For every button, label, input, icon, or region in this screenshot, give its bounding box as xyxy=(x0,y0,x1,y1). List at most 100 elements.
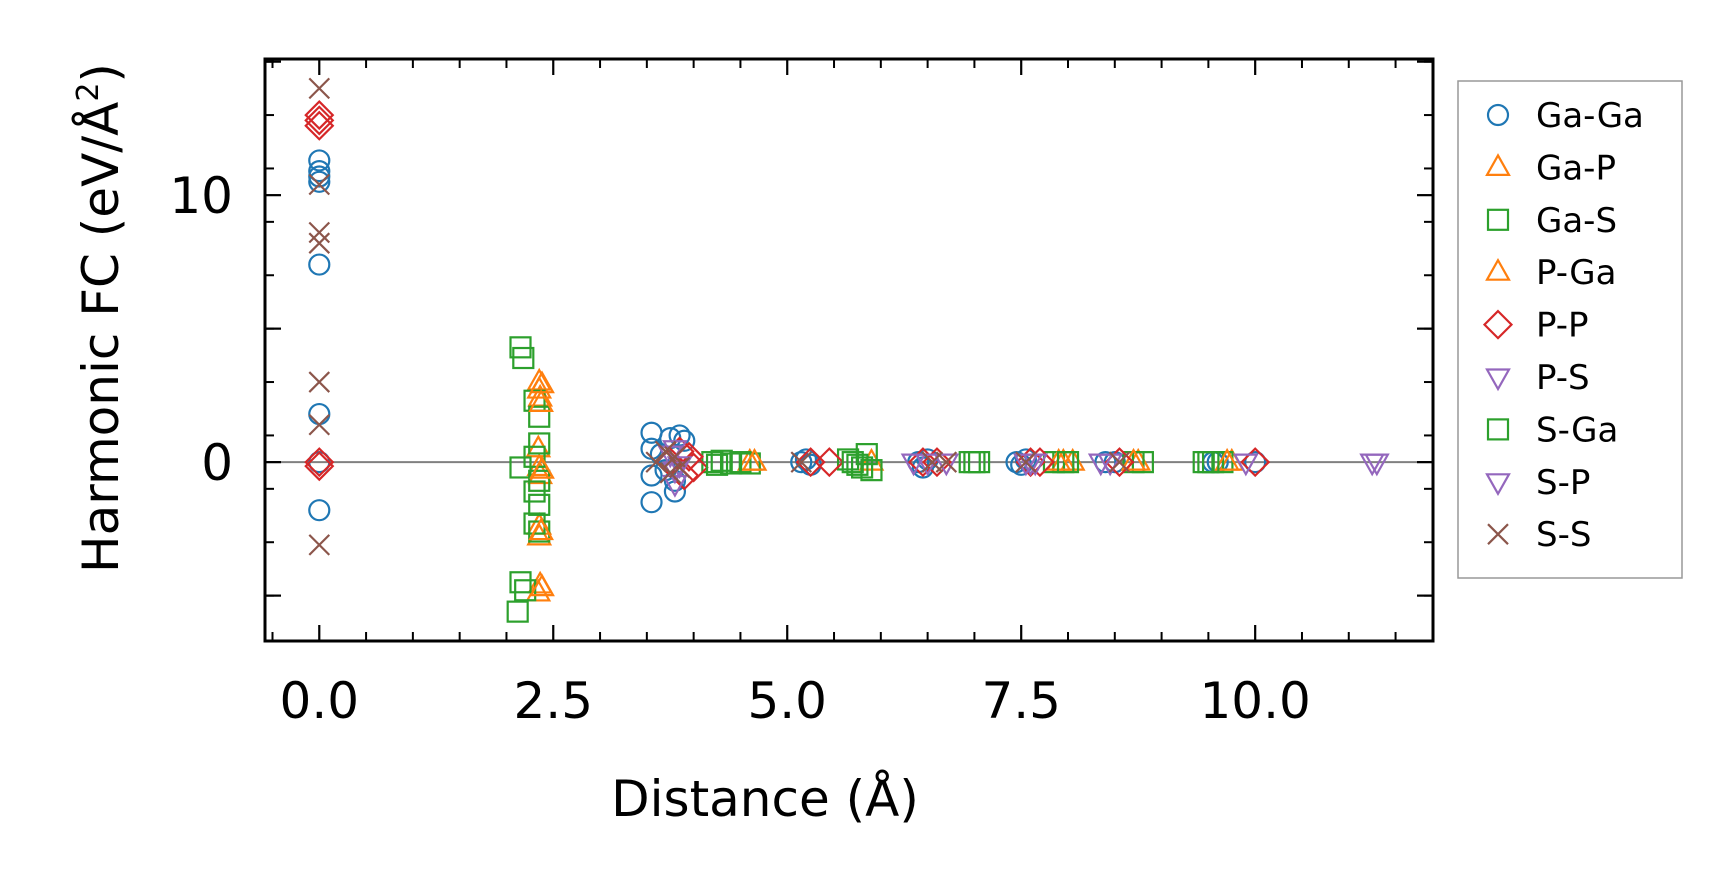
x-tick-label: 7.5 xyxy=(981,672,1061,730)
data-point xyxy=(790,451,813,473)
legend-item: Ga-P xyxy=(1485,148,1616,188)
x-tick-label: 0.0 xyxy=(280,672,360,730)
data-point xyxy=(509,456,532,479)
data-point xyxy=(900,453,927,477)
data-point xyxy=(308,173,331,196)
legend-item: Ga-Ga xyxy=(1486,96,1644,136)
data-point xyxy=(529,455,555,479)
legend-marker xyxy=(1485,153,1511,176)
data-point xyxy=(814,447,845,478)
legend-marker xyxy=(1486,208,1510,231)
data-point xyxy=(304,110,335,141)
data-point xyxy=(308,232,331,254)
data-point xyxy=(308,77,331,100)
legend-item: S-S xyxy=(1487,515,1591,555)
legend-marker xyxy=(1485,473,1511,497)
data-point xyxy=(640,491,663,514)
legend-label: Ga-S xyxy=(1536,201,1617,241)
series-ga-p xyxy=(525,367,1245,602)
data-point xyxy=(640,464,663,487)
data-point xyxy=(1108,451,1131,473)
data-point xyxy=(528,493,551,516)
data-point xyxy=(308,402,331,426)
data-point xyxy=(304,105,335,136)
data-point xyxy=(1240,447,1271,478)
data-point xyxy=(738,452,761,475)
legend-label: S-P xyxy=(1536,463,1590,503)
legend-marker xyxy=(1486,103,1510,127)
legend-item: P-P xyxy=(1482,306,1589,346)
data-point xyxy=(308,371,331,393)
data-point xyxy=(528,432,551,455)
data-point xyxy=(512,346,535,370)
data-point xyxy=(523,480,546,503)
data-point xyxy=(529,573,555,597)
legend-item: Ga-S xyxy=(1486,201,1617,241)
data-point xyxy=(659,462,682,484)
data-point xyxy=(790,451,813,474)
data-point xyxy=(666,456,693,480)
legend-label: Ga-P xyxy=(1536,148,1616,188)
plot-area xyxy=(265,77,1433,623)
axes: 0.0 2.5 5.0 7.5 10.0 0 10 xyxy=(169,57,1435,730)
data-point xyxy=(304,100,335,131)
series-s-ga xyxy=(705,451,1220,479)
legend-item: S-Ga xyxy=(1486,410,1618,450)
data-point xyxy=(1056,451,1080,474)
data-point xyxy=(1097,453,1123,477)
series-ga-s xyxy=(506,336,1234,623)
legend-item: P-S xyxy=(1485,358,1590,398)
series-p-ga xyxy=(528,370,1240,597)
data-point xyxy=(851,456,874,479)
legend-box xyxy=(1457,80,1683,579)
y-axis-label-main: Harmonic FC (eV/Å xyxy=(72,102,130,573)
data-point xyxy=(308,221,331,244)
data-point xyxy=(668,424,691,447)
data-point xyxy=(1094,451,1117,474)
legend-marker xyxy=(1487,523,1509,545)
data-point xyxy=(308,165,331,188)
data-point xyxy=(528,405,551,428)
series-p-p xyxy=(304,100,1271,491)
data-point xyxy=(855,443,878,466)
data-point xyxy=(1244,451,1267,474)
data-point xyxy=(933,453,960,477)
y-axis-label-end: ) xyxy=(72,63,130,83)
data-point xyxy=(528,517,554,541)
y-axis-label: Harmonic FC (eV/Å2) xyxy=(71,63,130,573)
data-point xyxy=(1120,447,1147,471)
data-point xyxy=(1211,451,1234,474)
data-point xyxy=(1232,453,1259,477)
data-point xyxy=(506,600,529,623)
x-tick-label: 5.0 xyxy=(747,672,827,730)
legend-marker xyxy=(1486,418,1510,441)
data-point xyxy=(308,534,331,556)
x-tick-label: 2.5 xyxy=(513,672,593,730)
data-point xyxy=(705,453,729,476)
legend-label: P-P xyxy=(1536,306,1589,346)
legend-label: S-S xyxy=(1536,515,1591,555)
legend-item: P-Ga xyxy=(1485,253,1616,293)
data-point xyxy=(664,446,686,468)
data-point xyxy=(1015,451,1037,473)
legend-item: S-P xyxy=(1485,463,1590,503)
data-point xyxy=(308,149,331,172)
y-axis-label-superscript: 2 xyxy=(71,83,106,102)
data-point xyxy=(308,170,331,193)
legend: Ga-Ga Ga-P Ga-S P-Ga P-P P-S S-Ga S-P S-S xyxy=(1457,80,1683,579)
data-point xyxy=(527,383,554,407)
data-point xyxy=(304,447,335,478)
data-point xyxy=(304,451,335,482)
data-point xyxy=(963,451,986,474)
legend-label: Ga-Ga xyxy=(1536,96,1644,136)
legend-label: P-S xyxy=(1536,358,1590,398)
legend-marker xyxy=(1485,257,1511,281)
legend-label: S-Ga xyxy=(1536,410,1618,450)
data-point xyxy=(935,451,958,473)
data-point xyxy=(907,447,938,478)
y-tick-label: 10 xyxy=(169,167,233,225)
data-point xyxy=(308,253,331,276)
data-point xyxy=(528,389,554,412)
series-s-s xyxy=(308,77,1131,556)
